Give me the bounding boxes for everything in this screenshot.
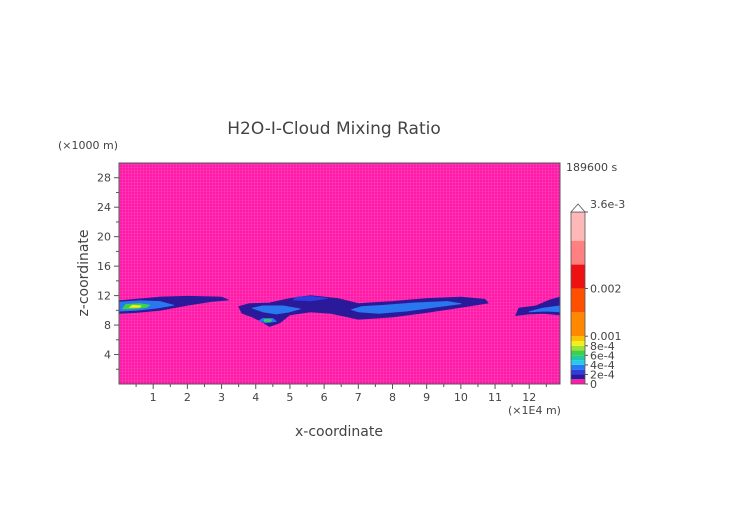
colorbar-level-13: [571, 240, 585, 265]
x-tick-label: 5: [286, 391, 293, 404]
x-axis: 1 2 3 4 5 6 7 8 9 10 11 12: [135, 384, 547, 404]
colorbar-level-12: [571, 264, 585, 289]
x-tick-label: 2: [184, 391, 191, 404]
x-tick-label: 7: [355, 391, 362, 404]
colorbar-label: 0: [590, 378, 597, 391]
cloud-band-right-core: [351, 301, 462, 314]
colorbar-level-10: [571, 312, 585, 337]
colorbar-label: 0.001: [590, 330, 622, 343]
colorbar-label: 0.002: [590, 282, 622, 295]
colorbar-level-11: [571, 288, 585, 313]
colorbar-level-0: [571, 379, 585, 384]
x-tick-label: 8: [389, 391, 396, 404]
y-unit-label: (×1000 m): [58, 139, 118, 152]
colorbar-label: 2e-4: [590, 368, 615, 381]
y-tick-label: 20: [97, 231, 111, 244]
colorbar-extend-triangle: [570, 203, 586, 213]
colorbar-level-1: [571, 374, 585, 380]
colorbar-label: 4e-4: [590, 359, 615, 372]
cloud-band-left-max: [128, 304, 142, 308]
colorbar-level-6: [571, 350, 585, 356]
x-tick-label: 6: [321, 391, 328, 404]
x-tick-label: 1: [150, 391, 157, 404]
plot-border: [118, 162, 561, 385]
cloud-band-center-lobe-peak: [263, 319, 272, 322]
x-axis-label: x-coordinate: [295, 424, 383, 440]
colorbar-level-5: [571, 355, 585, 361]
y-tick-label: 28: [97, 172, 111, 185]
colorbar-level-9: [571, 336, 585, 341]
colorbar-level-7: [571, 345, 585, 351]
colorbar-label: 8e-4: [590, 340, 615, 353]
colorbar-label: 6e-4: [590, 349, 615, 362]
cloud-band-top-blob: [292, 295, 328, 302]
plot-background: [119, 163, 560, 384]
x-tick-label: 10: [454, 391, 468, 404]
y-tick-label: 24: [97, 201, 111, 214]
x-tick-label: 3: [218, 391, 225, 404]
plot-area: [118, 162, 561, 385]
x-unit-label: (×1E4 m): [508, 404, 561, 417]
y-axis: 4 8 12 16 20 24 28: [97, 172, 119, 370]
colorbar-label: 3.6e-3: [590, 198, 625, 211]
colorbar-level-2: [571, 369, 585, 375]
colorbar-level-14: [571, 212, 585, 241]
colorbar-level-4: [571, 360, 585, 365]
y-tick-label: 12: [97, 290, 111, 303]
y-axis-label: z-coordinate: [76, 229, 92, 316]
x-tick-label: 11: [488, 391, 502, 404]
cloud-band-center-core: [251, 305, 301, 315]
time-label: 189600 s: [566, 161, 617, 174]
x-tick-label: 4: [252, 391, 259, 404]
x-tick-label: 12: [522, 391, 536, 404]
colorbar-level-8: [571, 341, 585, 346]
y-tick-label: 4: [104, 349, 111, 362]
colorbar-level-3: [571, 364, 585, 370]
y-tick-label: 8: [104, 319, 111, 332]
chart-title: H2O-I-Cloud Mixing Ratio: [227, 119, 441, 139]
y-tick-label: 16: [97, 260, 111, 273]
x-tick-label: 9: [423, 391, 430, 404]
